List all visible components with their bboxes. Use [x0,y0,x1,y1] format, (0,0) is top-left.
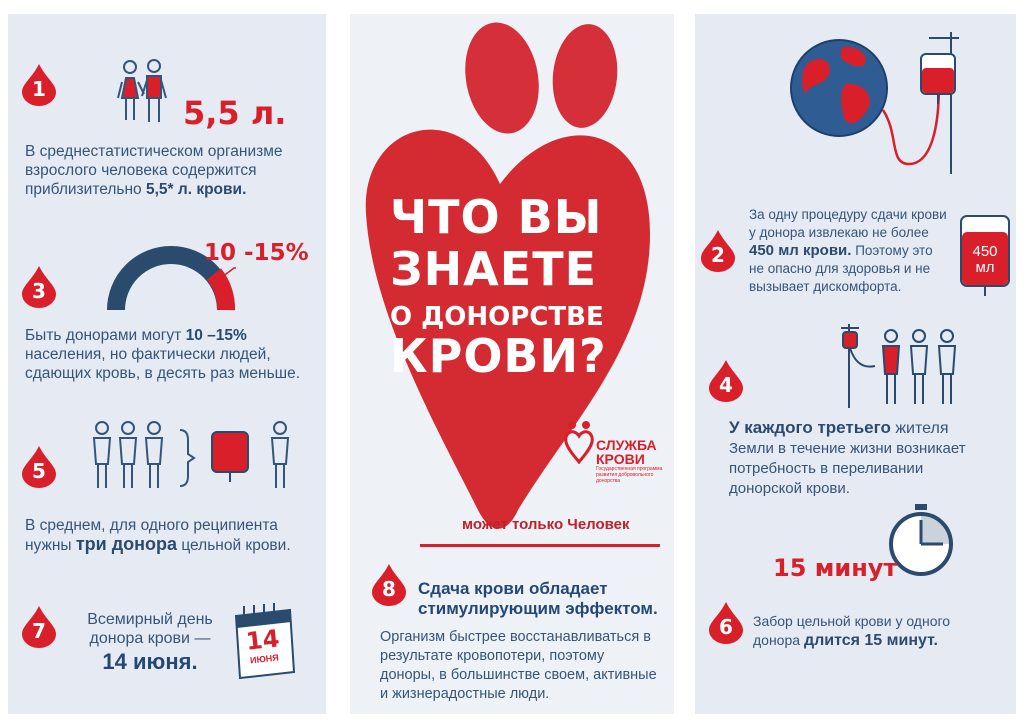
fact3-line1-pre: Быть донорами могут [25,327,186,344]
couple-icon [117,59,167,122]
fact-number: 2 [711,243,725,267]
slogan: может только Человек [462,516,630,533]
blood-drop-icon: 2 [701,230,735,272]
blood-drop-icon: 6 [709,602,743,644]
fact4-line1-bold: У каждого третьего [729,418,891,437]
logo-subtitle: Государственная программа развития добро… [596,466,663,484]
fact7-line1: Всемирный день [87,611,213,628]
headline-line1: ЧТО ВЫ [390,190,603,244]
fact4-line3: потребность в переливании [729,460,924,477]
fact6-line1: Забор цельной крови у одного [753,613,951,629]
blood-drop-icon: 1 [22,64,56,106]
fact1-line2: взрослого человека содержится [25,162,257,179]
clock-icon [889,504,953,576]
fact-number: 7 [32,619,46,643]
fact8-line4: и жизнерадостные люди. [380,686,550,702]
fact1-line1: В среднестатистическом организме [25,143,283,160]
fact7-text: Всемирный день донора крови — 14 июня. [70,610,230,676]
calendar-day: 14 [244,624,281,656]
fact8-line2: результате кровопотери, поэтому [380,648,605,664]
headline-line2: ЗНАЕТЕ [390,242,598,296]
fact5-line2-bold: три донора [75,534,178,554]
blood-drop-icon: 5 [22,446,56,488]
blood-drop-icon: 7 [22,606,56,648]
fact-number: 1 [32,77,46,101]
blood-service-logo-icon [564,421,594,464]
blood-drop-icon: 8 [372,564,406,606]
fact6-line2-bold: длится 15 минут. [803,632,938,649]
fact2-line2: у донора извлекаю не более [749,225,929,240]
fact2-line5: вызывает дискомфорта. [749,279,902,294]
donor-percent: 10 -15% [204,240,309,266]
blood-drop-icon: 3 [22,266,56,308]
blood-bag-icon [960,215,1010,296]
fact7-line3: 14 июня. [102,649,198,674]
fact8-title2: стимулирующим эффектом. [418,599,658,618]
logo-line1: СЛУЖБА [596,437,657,453]
semicircle-gauge-icon [107,246,236,311]
fact8-line1: Организм быстрее восстанавливаться в [380,629,651,645]
duration-minutes: 15 минут [773,554,898,582]
fact4-line1-post: жителя [890,420,949,437]
fact4-line2: Земли в течение жизни возникает [729,440,966,457]
fact1-text: В среднестатистическом организме взросло… [25,142,320,199]
fact4-line4: донорской крови. [729,480,850,497]
heart-icon [365,22,650,529]
fact6-text: Забор цельной крови у одного донора длит… [753,612,1013,650]
fact-number: 8 [382,577,396,601]
fact5-text: В среднем, для одного реципиента нужны т… [25,516,325,555]
fact6-line2-pre: донора [753,632,804,648]
fact3-line1-bold: 10 –15% [185,327,247,344]
fact1-line3-pre: приблизительно [25,181,146,198]
logo-text: СЛУЖБА КРОВИ [596,438,657,466]
fact8-title1: Сдача крови обладает [418,579,608,598]
fact-number: 5 [32,459,46,483]
slogan-underline [420,544,660,547]
calendar-icon [234,603,296,680]
headline-line4: КРОВИ? [390,329,607,383]
logo-line2: КРОВИ [596,451,645,467]
fact1-line3-bold: 5,5* л. крови. [145,181,247,198]
fact5-line2-pre: нужны [25,537,76,554]
fact7-line2: донора крови — [89,630,211,647]
three-donors-icon [92,421,290,488]
fact-number: 3 [32,279,46,303]
fact2-line1: За одну процедуру сдачи крови [749,207,947,222]
fact3-text: Быть донорами могут 10 –15% населения, н… [25,326,325,383]
fact8-text: Организм быстрее восстанавливаться в рез… [380,628,670,704]
headline-line3: О ДОНОРСТВЕ [390,302,604,332]
fact2-text: За одну процедуру сдачи крови у донора и… [749,206,964,296]
left-panel: 1 5,5 л. В среднестатистическом организм… [8,14,326,714]
fact2-line3-post: Поэтому это [851,243,933,258]
fact8-title: Сдача крови обладает стимулирующим эффек… [418,579,668,619]
fact2-line3-bold: 450 мл крови. [749,242,852,259]
blood-drop-icon: 4 [709,360,743,402]
fact8-line3: доноры, в большинстве своем, активные [380,667,657,683]
fact5-line1: В среднем, для одного реципиента [25,517,278,534]
fact5-line2-post: цельной крови. [177,537,291,554]
fact3-line2: населения, но фактически людей, [25,346,271,363]
center-panel: ЧТО ВЫ ЗНАЕТЕ О ДОНОРСТВЕ КРОВИ? СЛУЖБА … [350,14,674,714]
globe-iv-icon [790,32,959,174]
fact3-line3: сдающих кровь, в десять раз меньше. [25,365,301,382]
fact-number: 4 [719,373,733,397]
fact4-text: У каждого третьего жителя Земли в течени… [729,418,1014,499]
transfusion-people-icon [841,324,957,408]
right-panel: 2 За одну процедуру сдачи крови у донора… [695,14,1016,714]
fact-number: 6 [719,615,733,639]
fact2-line4: не опасно для здоровья и не [749,261,931,276]
blood-bag-label: 450 мл [972,243,998,276]
blood-volume-amount: 5,5 л. [183,94,287,132]
